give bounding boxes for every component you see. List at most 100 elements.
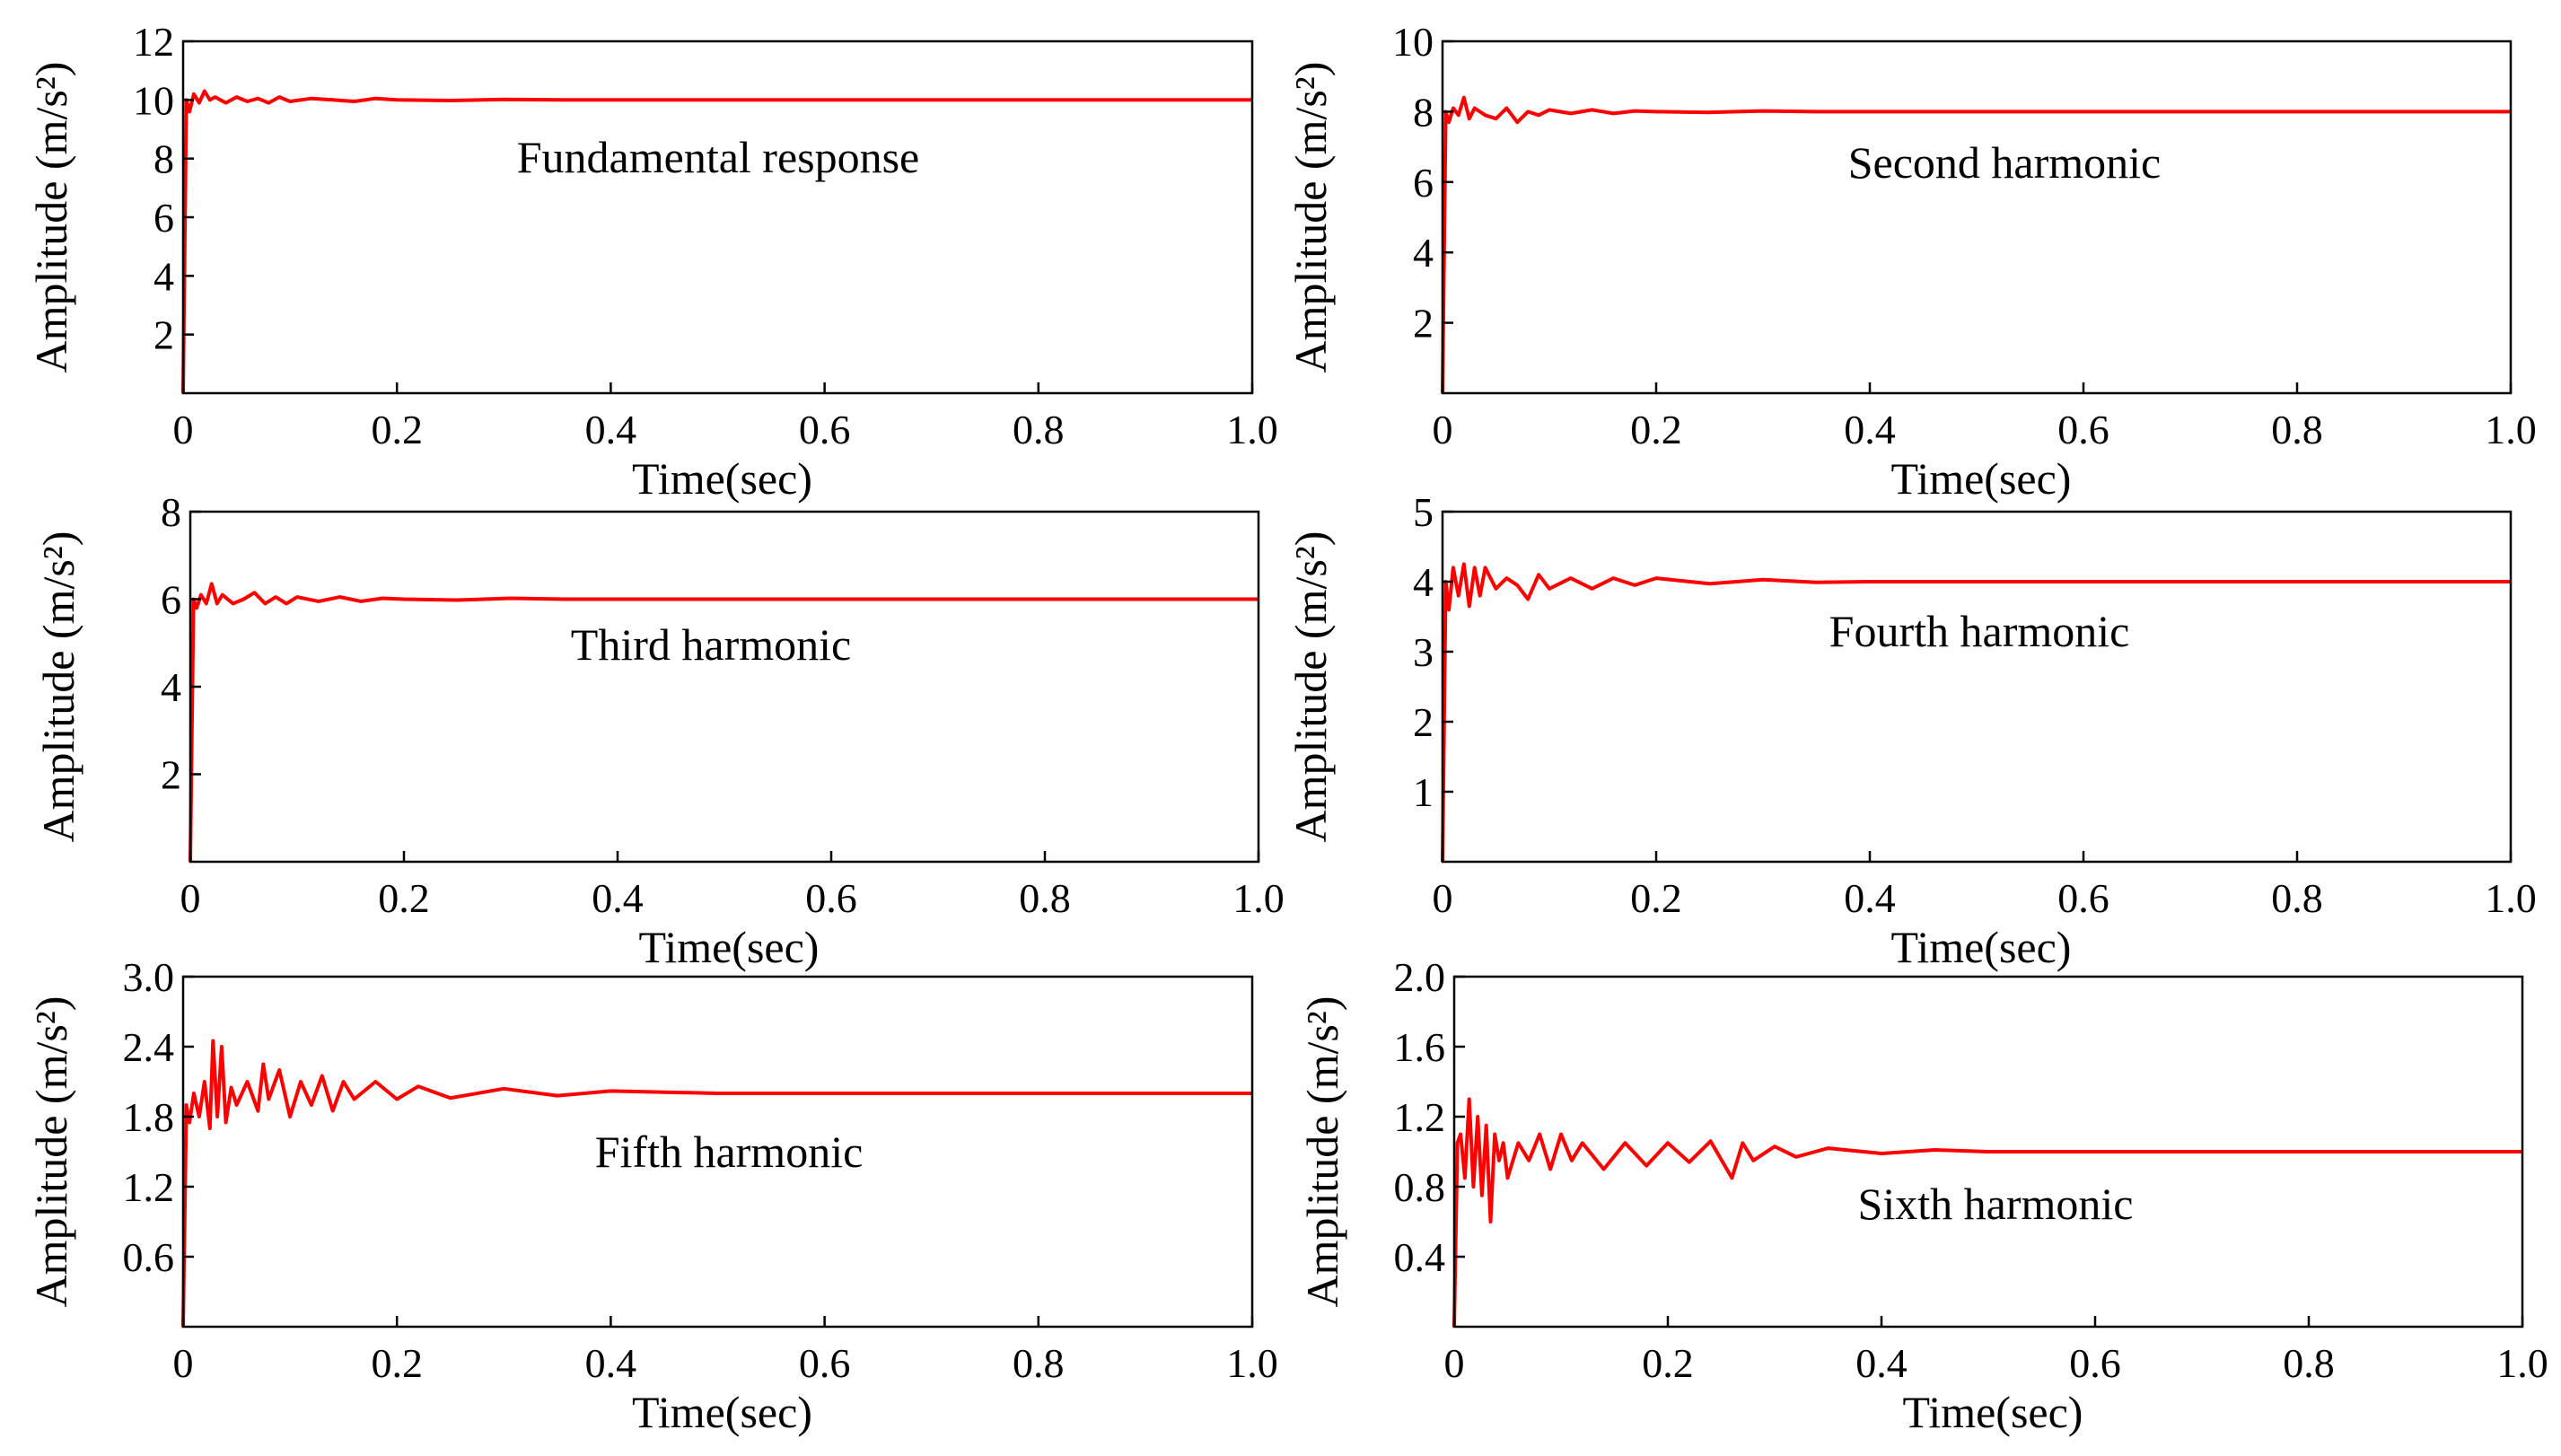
series-line xyxy=(1441,562,2511,863)
x-tick-label: 0 xyxy=(173,1340,194,1386)
panel-annotation: Second harmonic xyxy=(1848,137,2162,188)
panel-annotation: Fifth harmonic xyxy=(595,1127,864,1177)
plot-frame xyxy=(1441,510,2513,864)
x-tick-label: 0 xyxy=(173,407,194,452)
y-tick-label: 2.0 xyxy=(1394,954,1446,1000)
x-axis-label: Time(sec) xyxy=(1891,453,2072,504)
x-tick-label: 0.2 xyxy=(1630,875,1682,921)
x-axis-label: Time(sec) xyxy=(632,1387,812,1437)
x-tick-label: 0.2 xyxy=(371,1340,423,1386)
y-axis-label: Amplitude (m/s²) xyxy=(33,531,83,843)
x-tick-label: 0.8 xyxy=(1013,407,1065,452)
x-tick-label: 0.4 xyxy=(1844,407,1896,452)
y-tick-label: 4 xyxy=(161,664,181,710)
panel-fundamental: 0 0.2 0.4 0.6 0.8 1.0 2 4 6 8 10 12 Time(sec) Amplitu… xyxy=(26,19,1278,504)
x-tick-label: 1.0 xyxy=(2485,407,2537,452)
plot-frame xyxy=(189,510,1260,864)
y-tick-label: 10 xyxy=(1392,19,1434,65)
y-tick-label: 3.0 xyxy=(123,954,175,1000)
panel-annotation: Fourth harmonic xyxy=(1829,606,2130,656)
x-tick-label: 0.6 xyxy=(2057,875,2109,921)
x-tick-label: 0.6 xyxy=(2057,407,2109,452)
x-tick-label: 0.8 xyxy=(2271,875,2323,921)
y-tick-label: 8 xyxy=(161,489,181,535)
panel-fifth-harmonic: 0 0.2 0.4 0.6 0.8 1.0 0.6 1.2 1.8 2.4 3.0 Time(sec)… xyxy=(26,954,1278,1437)
y-tick-label: 2.4 xyxy=(123,1024,175,1070)
plot-frame xyxy=(1452,975,2524,1329)
y-tick-label: 1.2 xyxy=(1394,1094,1446,1140)
x-tick-label: 0.6 xyxy=(799,407,851,452)
x-axis-label: Time(sec) xyxy=(1891,922,2072,972)
panel-annotation: Third harmonic xyxy=(571,619,851,670)
x-tick-label: 0.4 xyxy=(585,1340,637,1386)
x-axis-label: Time(sec) xyxy=(632,453,812,504)
series-line xyxy=(1452,1097,2522,1328)
plot-frame xyxy=(181,39,1254,395)
x-tick-label: 0.2 xyxy=(1630,407,1682,452)
x-tick-label: 1.0 xyxy=(1226,1340,1278,1386)
y-tick-label: 8 xyxy=(153,136,174,182)
y-tick-label: 6 xyxy=(153,195,174,241)
y-tick-label: 12 xyxy=(133,19,174,65)
x-axis-label: Time(sec) xyxy=(639,922,820,972)
x-tick-label: 1.0 xyxy=(2485,875,2537,921)
series-line xyxy=(181,1039,1252,1328)
y-tick-label: 1.6 xyxy=(1394,1024,1446,1070)
x-tick-label: 0.6 xyxy=(805,875,857,921)
panel-fourth-harmonic: 0 0.2 0.4 0.6 0.8 1.0 1 2 3 4 5 Time(sec) Amplitude … xyxy=(1285,489,2537,972)
x-tick-label: 0.4 xyxy=(592,875,644,921)
x-tick-label: 1.0 xyxy=(1226,407,1278,452)
y-tick-label: 0.4 xyxy=(1394,1234,1446,1280)
x-tick-label: 0.8 xyxy=(2283,1340,2335,1386)
x-tick-label: 0.8 xyxy=(1019,875,1071,921)
y-tick-label: 1 xyxy=(1413,769,1434,815)
y-tick-label: 3 xyxy=(1413,629,1434,675)
x-axis-label: Time(sec) xyxy=(1903,1387,2083,1437)
y-tick-label: 8 xyxy=(1413,89,1434,135)
panel-sixth-harmonic: 0 0.2 0.4 0.6 0.8 1.0 0.4 0.8 1.2 1.6 2.0 Time(sec)… xyxy=(1297,954,2548,1437)
x-tick-label: 0.2 xyxy=(371,407,423,452)
series-line xyxy=(181,89,1252,394)
x-tick-label: 0 xyxy=(1433,407,1453,452)
x-tick-label: 0.8 xyxy=(1013,1340,1065,1386)
y-axis-label: Amplitude (m/s²) xyxy=(26,996,76,1308)
y-tick-label: 10 xyxy=(133,77,174,123)
series-line xyxy=(1441,95,2511,394)
y-tick-label: 2 xyxy=(1413,301,1434,346)
y-tick-label: 4 xyxy=(1413,559,1434,605)
y-tick-label: 2 xyxy=(153,312,174,358)
panel-second-harmonic: 0 0.2 0.4 0.6 0.8 1.0 2 4 6 8 10 Time(sec) Amplitude… xyxy=(1285,19,2537,504)
x-tick-label: 0.8 xyxy=(2271,407,2323,452)
x-tick-label: 0 xyxy=(180,875,201,921)
x-tick-label: 0.2 xyxy=(1642,1340,1694,1386)
y-axis-label: Amplitude (m/s²) xyxy=(1285,531,1336,843)
panel-third-harmonic: 0 0.2 0.4 0.6 0.8 1.0 2 4 6 8 Time(sec) Amplitude (… xyxy=(33,489,1285,972)
panel-annotation: Sixth harmonic xyxy=(1858,1179,2134,1229)
x-tick-label: 1.0 xyxy=(1232,875,1285,921)
y-tick-label: 5 xyxy=(1413,489,1434,535)
plot-frame xyxy=(1441,39,2513,395)
y-tick-label: 4 xyxy=(1413,230,1434,276)
y-axis-label: Amplitude (m/s²) xyxy=(26,62,76,373)
y-tick-label: 0.6 xyxy=(123,1234,175,1280)
y-tick-label: 0.8 xyxy=(1394,1164,1446,1210)
y-tick-label: 1.2 xyxy=(123,1164,175,1210)
y-tick-label: 4 xyxy=(153,253,174,299)
y-axis-label: Amplitude (m/s²) xyxy=(1285,62,1336,373)
y-tick-label: 2 xyxy=(1413,699,1434,745)
x-tick-label: 0.2 xyxy=(378,875,430,921)
x-tick-label: 0.4 xyxy=(1855,1340,1908,1386)
x-tick-label: 1.0 xyxy=(2496,1340,2548,1386)
y-tick-label: 6 xyxy=(161,577,181,623)
y-tick-label: 1.8 xyxy=(123,1094,175,1140)
panel-annotation: Fundamental response xyxy=(517,132,920,182)
plot-frame xyxy=(181,975,1254,1329)
x-tick-label: 0 xyxy=(1444,1340,1465,1386)
x-tick-label: 0.6 xyxy=(799,1340,851,1386)
series-line xyxy=(189,582,1259,863)
x-tick-label: 0.6 xyxy=(2069,1340,2121,1386)
x-tick-label: 0.4 xyxy=(1844,875,1896,921)
x-tick-label: 0 xyxy=(1433,875,1453,921)
y-axis-label: Amplitude (m/s²) xyxy=(1297,996,1347,1308)
